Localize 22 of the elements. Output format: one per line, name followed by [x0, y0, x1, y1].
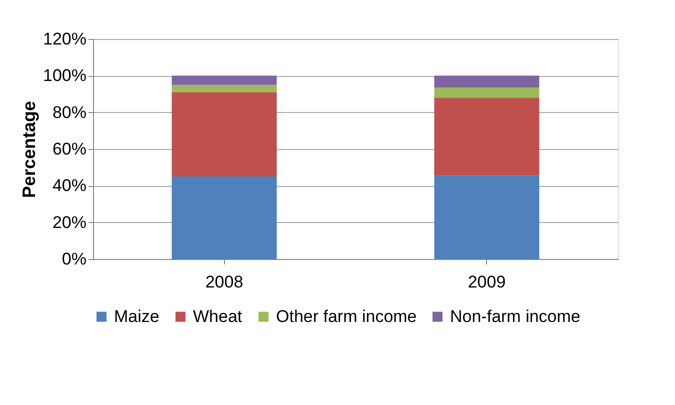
- legend-label: Maize: [114, 306, 160, 326]
- y-tick-label: 100%: [43, 66, 86, 86]
- legend-label: Other farm income: [276, 306, 417, 326]
- legend-label: Wheat: [193, 306, 242, 326]
- bar: [434, 76, 540, 88]
- y-tick-label: 80%: [52, 102, 86, 122]
- x-tick-label: 2008: [205, 272, 244, 292]
- y-tick-label: 20%: [52, 212, 86, 232]
- y-tick-label: 60%: [52, 140, 86, 158]
- x-tick-label: 2009: [468, 272, 506, 292]
- y-axis-title: Percentage: [19, 100, 40, 198]
- y-tick-label: 0%: [62, 250, 86, 268]
- legend-label: Non-farm income: [450, 306, 580, 326]
- bar: [172, 176, 277, 259]
- bar: [172, 76, 277, 85]
- bar: [172, 84, 277, 92]
- y-tick-label: 40%: [52, 176, 86, 196]
- bar: [434, 176, 540, 259]
- bar: [434, 88, 540, 98]
- bar: [172, 92, 277, 176]
- y-tick-label: 120%: [43, 30, 86, 48]
- bar: [434, 98, 540, 176]
